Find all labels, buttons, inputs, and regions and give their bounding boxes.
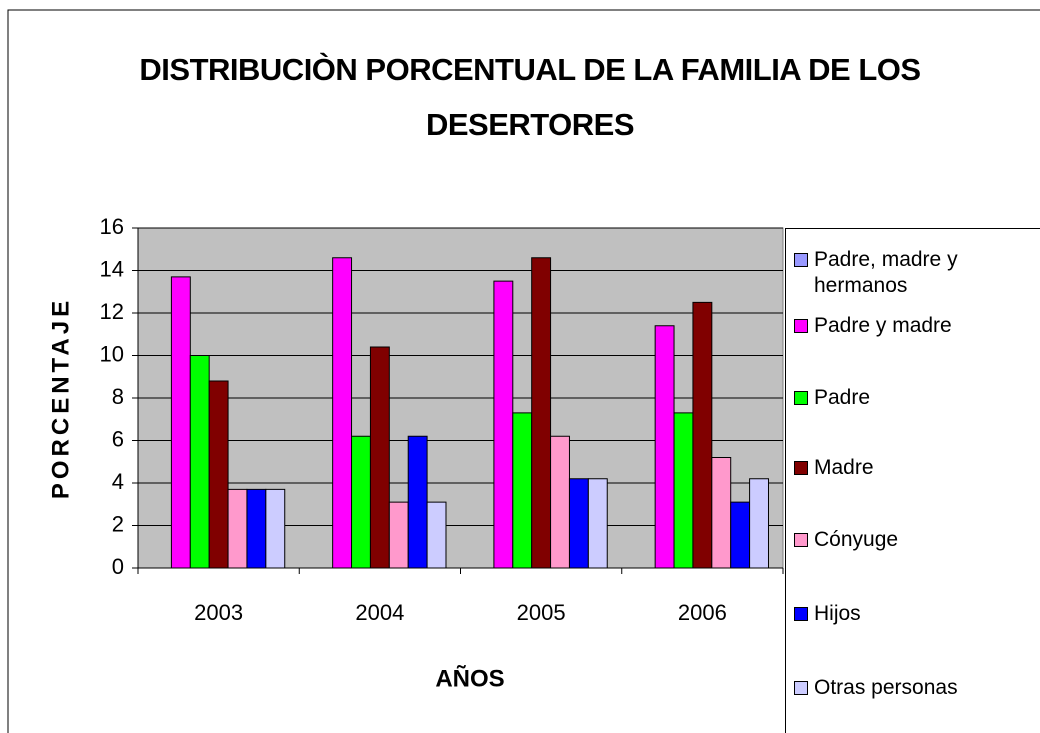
bar <box>531 257 552 569</box>
legend-swatch <box>794 319 808 333</box>
x-tick-label: 2006 <box>678 600 727 625</box>
y-tick-label: 16 <box>100 214 124 239</box>
legend-label: Madre <box>814 456 874 479</box>
legend-swatch <box>794 607 808 621</box>
x-tick-label: 2004 <box>355 600 404 625</box>
bar <box>587 478 608 569</box>
y-axis-label: PORCENTAJE <box>47 297 74 499</box>
y-tick-label: 6 <box>112 426 124 451</box>
bar <box>246 488 267 569</box>
y-tick-label: 14 <box>100 256 124 281</box>
legend-label: Hijos <box>814 602 861 625</box>
chart-title: DISTRIBUCIÒN PORCENTUAL DE LA FAMILIA DE… <box>139 52 921 142</box>
x-tick-label: 2003 <box>194 600 243 625</box>
legend: Padre, madre y hermanos Padre y madre Padr… <box>785 228 1040 733</box>
legend-swatch <box>794 681 808 695</box>
legend-label: Padre <box>814 386 871 409</box>
bar <box>369 346 390 569</box>
bar <box>711 457 732 569</box>
bar <box>407 435 428 569</box>
bar <box>512 412 533 569</box>
bar <box>265 488 286 569</box>
y-tick-label: 0 <box>112 554 124 579</box>
bar <box>426 501 447 569</box>
bar <box>692 301 713 569</box>
legend-swatch <box>794 461 808 475</box>
bar <box>332 257 353 569</box>
bar <box>208 380 229 569</box>
bar <box>189 355 210 569</box>
x-axis-label: AÑOS <box>435 664 504 692</box>
bar <box>654 325 675 569</box>
bar <box>550 435 570 569</box>
bar <box>227 488 248 569</box>
y-tick-label: 4 <box>112 469 124 494</box>
legend-label: Padre y madre <box>814 314 952 337</box>
chart-border <box>7 9 1040 733</box>
x-tick-label: 2005 <box>517 600 566 625</box>
y-tick-label: 8 <box>112 384 124 409</box>
legend-label: Padre, madre y hermanos <box>814 248 958 297</box>
legend-label: Cónyuge <box>814 528 899 551</box>
y-tick-label: 12 <box>100 299 124 324</box>
bar <box>170 276 191 569</box>
legend-swatch <box>794 253 808 267</box>
bar <box>493 280 514 569</box>
bar <box>730 501 751 569</box>
legend-swatch <box>794 391 808 405</box>
bar <box>388 501 409 569</box>
y-tick-label: 10 <box>100 341 124 366</box>
bar <box>749 478 769 569</box>
bar <box>351 435 371 569</box>
legend-swatch <box>794 533 808 547</box>
y-tick-label: 2 <box>112 511 124 536</box>
bar <box>673 412 694 569</box>
bar <box>568 478 589 569</box>
legend-label: Otras personas <box>814 676 958 699</box>
